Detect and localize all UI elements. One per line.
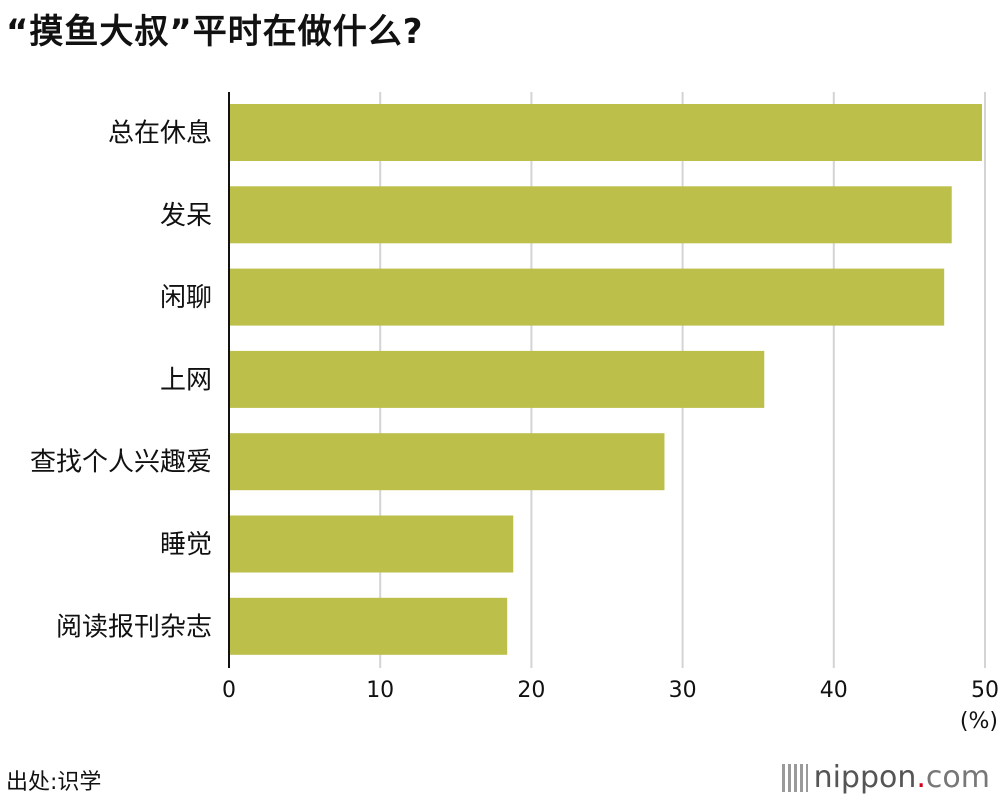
bar (230, 515, 514, 573)
category-label: 睡觉 (160, 530, 212, 560)
x-tick-label: 10 (366, 678, 394, 703)
bar (230, 104, 982, 161)
nippon-logo: nippon. com (781, 760, 990, 795)
x-unit-label: (%) (960, 709, 998, 734)
bar (230, 350, 765, 408)
category-label: 阅读报刊杂志 (56, 612, 212, 642)
x-tick-label: 30 (669, 678, 697, 703)
logo-dot: . (916, 760, 926, 795)
logo-bars-icon (781, 763, 808, 792)
chart-title: “摸鱼大叔”平时在做什么? (6, 12, 424, 52)
category-label: 总在休息 (108, 119, 212, 149)
logo-tld: com (925, 760, 990, 795)
logo-main: nippon (813, 760, 917, 795)
x-tick-labels: 0 10 20 30 40 50 (222, 678, 999, 703)
category-label: 发呆 (160, 201, 212, 231)
category-label: 闲聊 (160, 283, 212, 313)
category-label: 查找个人兴趣爱 (30, 448, 212, 478)
bars (230, 104, 982, 655)
x-tick-label: 20 (517, 678, 545, 703)
bar (230, 268, 945, 326)
bar (230, 433, 665, 491)
bar (230, 186, 952, 244)
x-tick-label: 50 (971, 678, 999, 703)
x-tick-label: 40 (820, 678, 848, 703)
x-tick-label: 0 (222, 678, 236, 703)
bar (230, 597, 508, 655)
category-label: 上网 (160, 365, 212, 395)
source-note: 出处:识学 (6, 770, 102, 795)
